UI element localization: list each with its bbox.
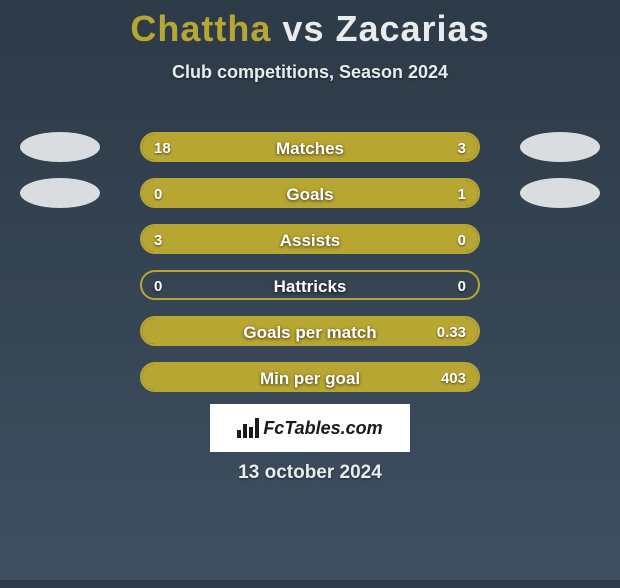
stat-value-right: 0 <box>458 272 466 300</box>
stat-value-right: 1 <box>458 180 466 208</box>
player1-badge <box>20 178 100 208</box>
stat-value-left: 18 <box>154 134 171 162</box>
player2-badge <box>520 132 600 162</box>
stat-value-right: 3 <box>458 134 466 162</box>
stat-value-right: 0 <box>458 226 466 254</box>
stat-label: Goals <box>142 180 478 208</box>
stat-row: Hattricks0 0 <box>0 264 620 310</box>
comparison-chart: Matches183Goals01Assists30Hattricks00Goa… <box>0 126 620 402</box>
player2-name: Zacarias <box>335 8 489 49</box>
stat-row: Matches18 3 <box>0 126 620 172</box>
brand-badge: FcTables.com <box>210 404 410 452</box>
stat-value-right: 403 <box>441 364 466 392</box>
bar-track: Assists3 0 <box>140 224 480 254</box>
stat-label: Goals per match <box>142 318 478 346</box>
stat-label: Min per goal <box>142 364 478 392</box>
stat-value-left: 0 <box>154 272 162 300</box>
stat-label: Assists <box>142 226 478 254</box>
bar-track: Matches18 3 <box>140 132 480 162</box>
stat-row: Min per goal403 <box>0 356 620 402</box>
stat-row: Goals per match0.33 <box>0 310 620 356</box>
bar-track: Min per goal403 <box>140 362 480 392</box>
stat-label: Hattricks <box>142 272 478 300</box>
bar-track: Hattricks0 0 <box>140 270 480 300</box>
stat-value-left: 3 <box>154 226 162 254</box>
player1-badge <box>20 132 100 162</box>
stat-row: Goals0 1 <box>0 172 620 218</box>
stat-label: Matches <box>142 134 478 162</box>
stat-value-right: 0.33 <box>437 318 466 346</box>
date-text: 13 october 2024 <box>0 462 620 484</box>
vs-text: vs <box>282 8 324 49</box>
page-title: Chattha vs Zacarias <box>0 8 620 50</box>
player1-name: Chattha <box>130 8 271 49</box>
brand-icon <box>237 418 259 438</box>
stat-row: Assists3 0 <box>0 218 620 264</box>
subtitle: Club competitions, Season 2024 <box>0 62 620 83</box>
stat-value-left: 0 <box>154 180 162 208</box>
brand-text: FcTables.com <box>263 418 382 439</box>
bar-track: Goals0 1 <box>140 178 480 208</box>
bar-track: Goals per match0.33 <box>140 316 480 346</box>
player2-badge <box>520 178 600 208</box>
comparison-widget: Chattha vs Zacarias Club competitions, S… <box>0 8 620 588</box>
